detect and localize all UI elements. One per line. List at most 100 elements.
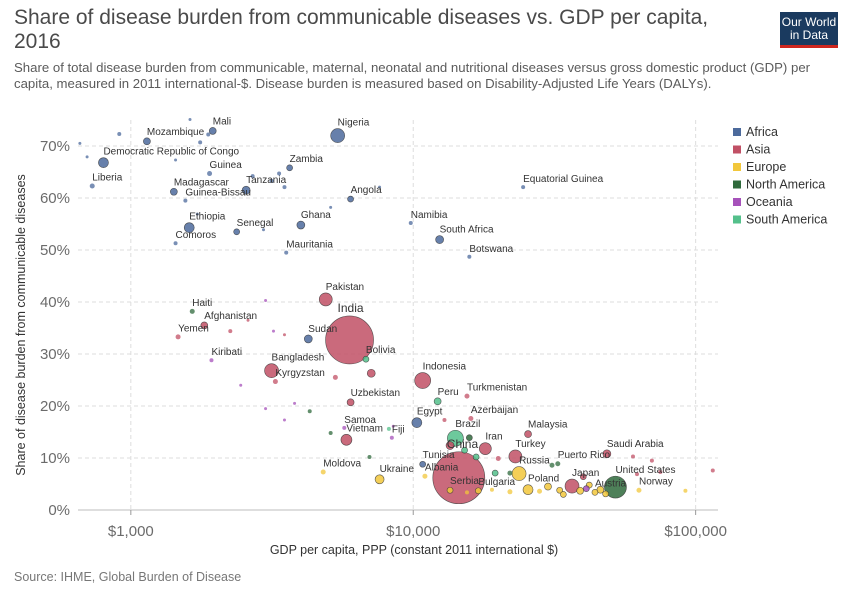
data-point[interactable] [630,454,635,459]
data-point-tanzania[interactable] [241,185,251,195]
data-point[interactable] [445,441,455,450]
data-point[interactable] [293,401,297,405]
data-point-liberia[interactable] [89,183,95,189]
data-point-angola[interactable] [347,195,354,203]
data-point[interactable] [85,155,89,159]
data-point-sudan[interactable] [303,334,313,344]
data-point[interactable] [544,482,552,491]
data-point-guinea[interactable] [207,171,213,177]
data-point[interactable] [489,487,494,492]
data-point-bulgaria[interactable] [475,487,482,495]
data-point[interactable] [649,458,654,463]
data-point[interactable] [188,117,192,121]
data-point[interactable] [582,485,590,492]
data-point-ukraine[interactable] [374,474,385,485]
data-point-japan[interactable] [564,478,580,494]
legend-label[interactable]: Africa [746,125,778,139]
data-point-democratic-republic-of-congo[interactable] [98,157,109,168]
data-point[interactable] [332,374,338,380]
data-point-peru[interactable] [433,397,442,406]
data-point-albania[interactable] [422,473,428,479]
data-point[interactable] [576,486,584,495]
data-point[interactable] [282,185,287,190]
data-point-pakistan[interactable] [318,292,333,307]
data-point[interactable] [710,468,715,473]
data-point[interactable] [683,488,688,493]
data-point[interactable] [78,141,82,145]
data-point[interactable] [461,446,468,454]
legend-label[interactable]: Europe [746,160,786,174]
data-point[interactable] [391,424,395,428]
data-point[interactable] [507,470,513,476]
data-point-india[interactable] [325,315,374,365]
data-point[interactable] [386,426,391,431]
data-point[interactable] [174,158,178,162]
data-point-puerto-rico[interactable] [555,461,561,467]
data-point-guinea-bissau[interactable] [183,198,188,203]
data-point-saudi-arabia[interactable] [602,449,612,459]
data-point[interactable] [246,318,250,322]
data-point-bolivia[interactable] [362,355,370,363]
data-point[interactable] [195,212,199,216]
data-point[interactable] [366,368,376,378]
data-point-mauritania[interactable] [284,250,289,255]
data-point[interactable] [602,490,609,498]
data-point-ghana[interactable] [296,220,306,230]
data-point-tunisia[interactable] [419,460,426,468]
data-point[interactable] [264,407,268,411]
data-point[interactable] [329,205,333,209]
data-point[interactable] [367,454,372,459]
data-point-uzbekistan[interactable] [346,398,355,407]
data-point-zambia[interactable] [286,164,293,172]
legend-label[interactable]: Asia [746,143,770,157]
data-point[interactable] [549,462,555,468]
data-point-comoros[interactable] [173,241,178,246]
data-point-vietnam[interactable] [340,433,353,446]
data-point[interactable] [228,329,233,334]
data-point[interactable] [198,140,203,145]
data-point-namibia[interactable] [408,220,413,225]
data-point-equatorial-guinea[interactable] [521,185,526,190]
data-point[interactable] [507,489,513,495]
data-point-senegal[interactable] [233,228,240,236]
data-point[interactable] [264,298,268,302]
data-point[interactable] [250,174,255,179]
data-point[interactable] [262,228,266,232]
data-point-ethiopia[interactable] [183,222,195,233]
data-point[interactable] [277,171,282,176]
data-point[interactable] [658,470,663,475]
data-point[interactable] [328,431,333,436]
data-point[interactable] [556,486,563,494]
data-point[interactable] [635,472,640,477]
data-point[interactable] [271,329,275,333]
data-point-bangladesh[interactable] [264,363,279,378]
data-point[interactable] [442,418,447,423]
data-point-nigeria[interactable] [330,128,345,143]
data-point-norway[interactable] [636,487,642,493]
data-point[interactable] [282,333,286,337]
data-point[interactable] [464,490,469,495]
owid-logo[interactable]: Our World in Data [780,12,838,48]
legend-label[interactable]: North America [746,178,825,192]
data-point-yemen[interactable] [175,334,181,340]
data-point[interactable] [378,185,382,189]
data-point-iran[interactable] [479,442,492,455]
data-point-malaysia[interactable] [524,430,532,438]
data-point-moldova[interactable] [320,469,326,475]
data-point-egypt[interactable] [411,417,423,428]
data-point-turkey[interactable] [508,449,523,464]
data-point-fiji[interactable] [389,435,394,440]
data-point-turkmenistan[interactable] [464,393,470,399]
data-point-serbia[interactable] [446,486,454,494]
data-point[interactable] [579,473,587,481]
data-point-afghanistan[interactable] [200,321,209,330]
data-point-mozambique[interactable] [143,137,151,146]
data-point-indonesia[interactable] [414,372,431,389]
data-point-china[interactable] [432,451,486,505]
data-point[interactable] [537,488,543,494]
data-point-mali[interactable] [208,127,217,135]
data-point-haiti[interactable] [189,308,195,314]
data-point[interactable] [206,132,211,137]
data-point[interactable] [472,453,480,461]
data-point[interactable] [307,409,312,414]
